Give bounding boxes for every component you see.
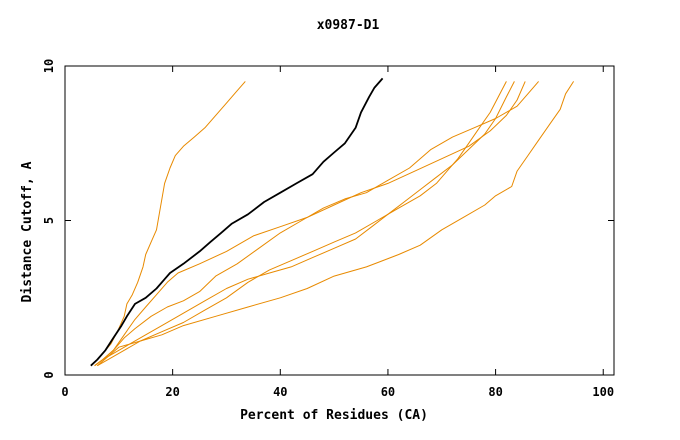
series-line	[96, 81, 575, 367]
axis-ticks: 0 20 40 60 80 100 0 5 10	[42, 59, 614, 399]
x-tick-label: 80	[488, 385, 502, 399]
x-tick-label: 0	[61, 385, 68, 399]
x-tick-label: 20	[165, 385, 179, 399]
x-tick-label: 40	[273, 385, 287, 399]
series-line-highlight	[90, 77, 384, 367]
series-line	[94, 81, 515, 367]
plot-frame	[64, 65, 615, 376]
x-tick-label: 100	[592, 385, 614, 399]
y-tick-label: 10	[42, 59, 56, 73]
series-line	[97, 81, 507, 367]
y-tick-label: 5	[42, 217, 56, 224]
series-group	[90, 77, 575, 367]
chart-title: x0987-D1	[317, 18, 380, 33]
series-line	[94, 81, 526, 367]
y-tick-label: 0	[42, 371, 56, 378]
x-axis-label: Percent of Residues (CA)	[240, 408, 428, 423]
series-line	[94, 81, 539, 367]
x-tick-label: 60	[381, 385, 395, 399]
y-axis-label: Distance Cutoff, A	[20, 161, 35, 302]
series-line	[94, 81, 246, 363]
